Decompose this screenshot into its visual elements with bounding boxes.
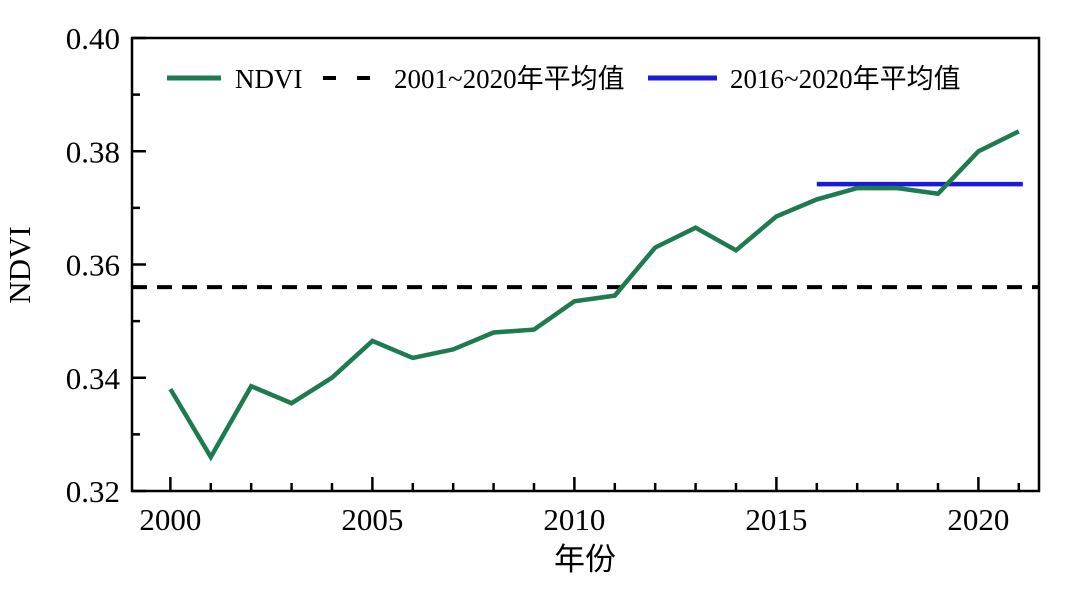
x-tick-label: 2010: [543, 502, 605, 537]
legend-2016-2020-avg-label: 2016~2020年平均值: [730, 64, 961, 94]
x-tick-label: 2015: [745, 502, 807, 537]
ndvi-line: [168, 129, 1020, 462]
x-axis-title: 年份: [554, 542, 616, 577]
plot-frame: [130, 36, 1041, 493]
y-tick-label: 0.36: [66, 248, 120, 283]
ticks-layer: [132, 36, 1021, 493]
chart-legend: NDVI 2001~2020年平均值 2016~2020年平均值: [167, 64, 961, 94]
legend-2001-2020-avg-label: 2001~2020年平均值: [394, 64, 625, 94]
legend-ndvi-label: NDVI: [235, 64, 303, 94]
y-tick-label: 0.40: [66, 21, 120, 56]
x-tick-label: 2020: [947, 502, 1009, 537]
series-layer: [132, 129, 1039, 462]
y-tick-label: 0.38: [66, 134, 120, 169]
tick-labels-layer: 0.32 0.34 0.36 0.38 0.40 2000 2005 2010 2015 2020: [66, 21, 1010, 537]
x-tick-label: 2000: [139, 502, 201, 537]
x-tick-label: 2005: [341, 502, 403, 537]
y-tick-label: 0.32: [66, 474, 120, 509]
y-tick-label: 0.34: [66, 361, 121, 396]
y-axis-title: NDVI: [2, 226, 37, 304]
